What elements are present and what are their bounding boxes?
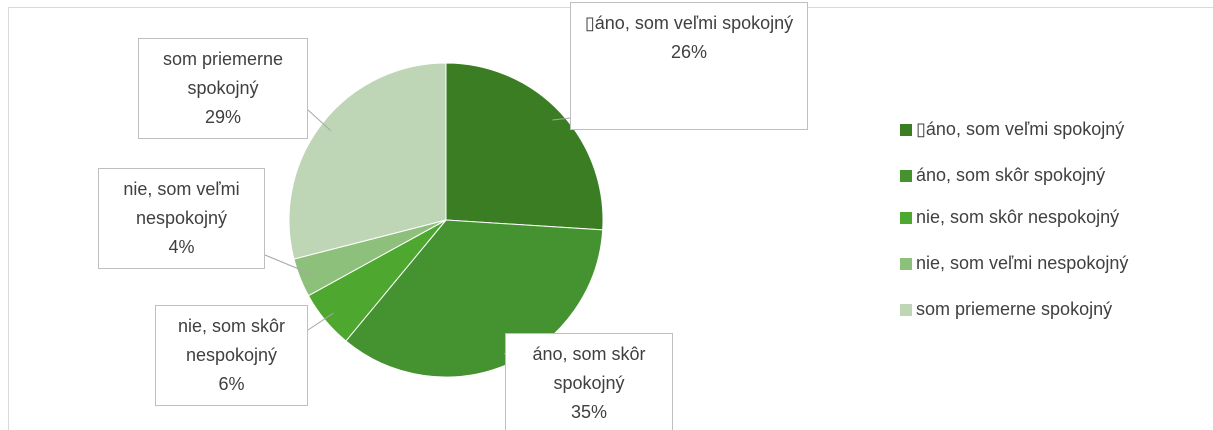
data-label: som priemerne spokojný 29% — [138, 38, 308, 139]
data-label-value: 35% — [570, 402, 608, 422]
pie-slice — [288, 62, 447, 260]
data-label-category: áno, som skôr spokojný — [532, 344, 646, 393]
legend-swatch — [900, 212, 912, 224]
data-label-category: nie, som skôr nespokojný — [177, 316, 286, 365]
legend-label: som priemerne spokojný — [916, 299, 1112, 319]
data-label-value: 6% — [218, 374, 245, 394]
pie-slice — [445, 62, 604, 231]
data-label-category: nie, som veľmi nespokojný — [123, 179, 240, 228]
legend-swatch — [900, 124, 912, 136]
legend-swatch — [900, 258, 912, 270]
leader-line — [552, 117, 571, 121]
data-label: áno, som skôr spokojný 35% — [505, 333, 673, 430]
legend-swatch — [900, 304, 912, 316]
legend-label: nie, som veľmi nespokojný — [916, 253, 1128, 273]
legend-swatch — [900, 170, 912, 182]
leader-line — [264, 254, 311, 275]
data-label: nie, som veľmi nespokojný 4% — [98, 168, 265, 269]
data-label-category: ▯áno, som veľmi spokojný — [584, 13, 794, 33]
legend-label: áno, som skôr spokojný — [916, 165, 1105, 185]
legend-label: ▯áno, som veľmi spokojný — [916, 119, 1124, 139]
data-label-value: 29% — [204, 107, 242, 127]
data-label: ▯áno, som veľmi spokojný 26% — [570, 2, 808, 130]
data-label-value: 26% — [670, 42, 708, 62]
data-label-category: som priemerne spokojný — [162, 49, 284, 98]
leader-line — [307, 109, 331, 131]
leader-line — [307, 312, 334, 331]
data-label-value: 4% — [168, 237, 195, 257]
legend-label: nie, som skôr nespokojný — [916, 207, 1119, 227]
data-label: nie, som skôr nespokojný 6% — [155, 305, 308, 406]
